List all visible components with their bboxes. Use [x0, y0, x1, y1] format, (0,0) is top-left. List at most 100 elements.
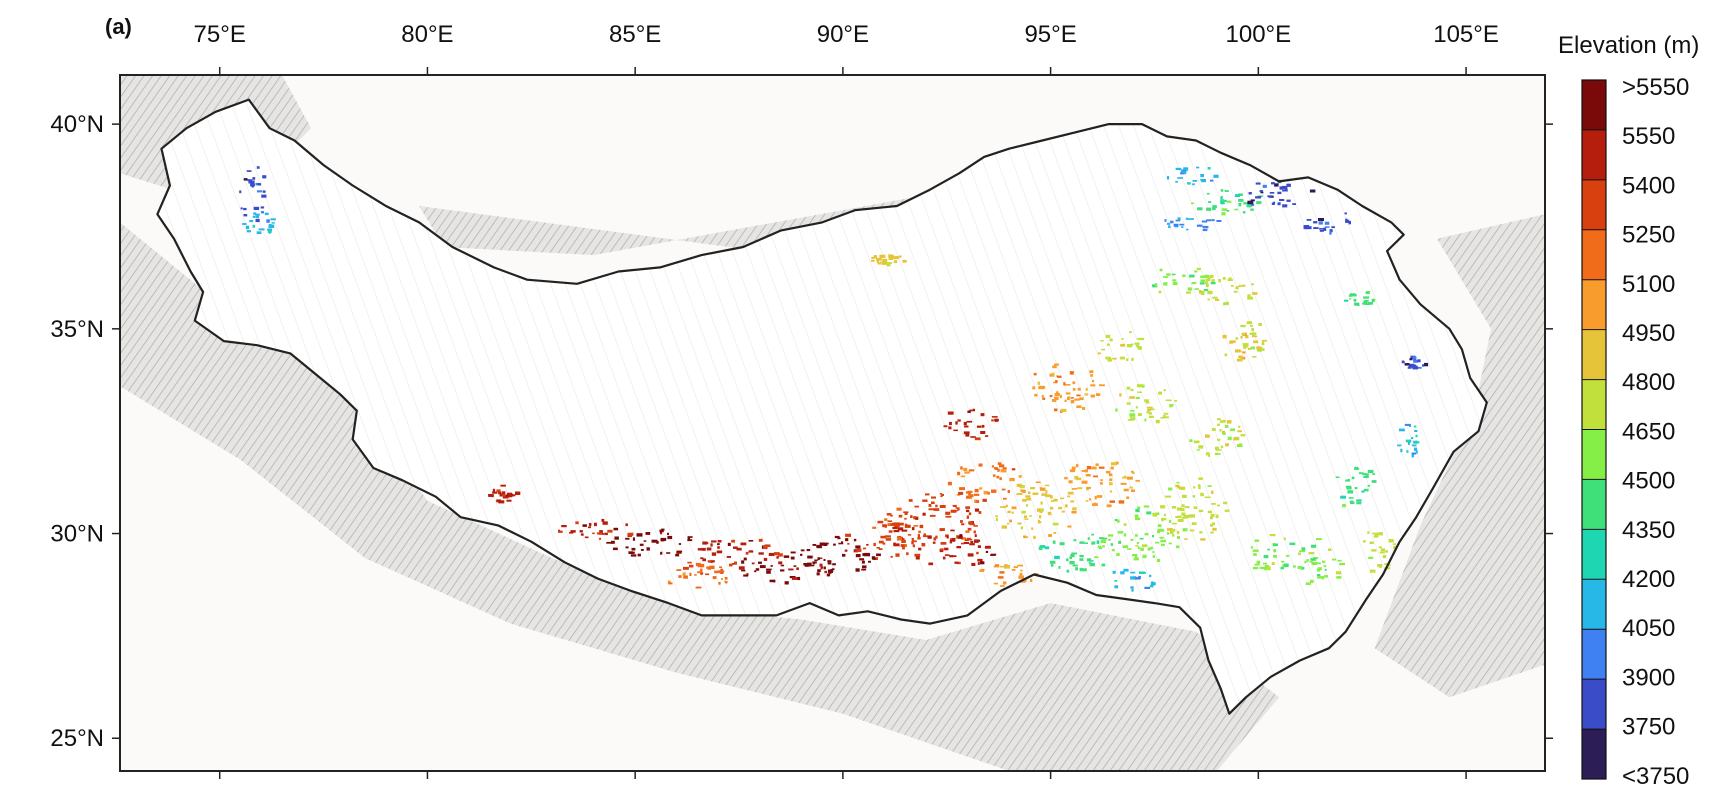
- elevation-speck: [892, 526, 897, 530]
- elevation-speck: [1344, 299, 1349, 302]
- elevation-speck: [751, 562, 755, 565]
- elevation-speck: [711, 552, 717, 556]
- elevation-speck: [1413, 361, 1418, 363]
- elevation-speck: [1247, 294, 1251, 298]
- elevation-speck: [1051, 507, 1054, 510]
- elevation-speck: [1379, 551, 1385, 554]
- elevation-speck: [1107, 343, 1110, 346]
- elevation-speck: [1140, 547, 1144, 551]
- elevation-speck: [1019, 572, 1023, 576]
- elevation-speck: [1122, 545, 1129, 549]
- elevation-speck: [965, 506, 970, 509]
- elevation-speck: [1202, 225, 1209, 229]
- elevation-speck: [879, 254, 886, 258]
- plateau-boundary-layer: [156, 98, 1488, 715]
- elevation-speck: [1174, 400, 1178, 402]
- elevation-speck: [1088, 562, 1092, 564]
- elevation-speck: [1053, 498, 1058, 502]
- elevation-speck: [1142, 554, 1147, 559]
- elevation-speck: [967, 527, 972, 531]
- elevation-speck: [660, 531, 663, 535]
- elevation-speck: [1411, 437, 1414, 439]
- elevation-speck: [968, 492, 972, 496]
- elevation-speck: [1324, 221, 1330, 225]
- elevation-speck: [506, 499, 512, 502]
- elevation-speck: [1215, 446, 1219, 451]
- longitude-axis: 75°E 80°E 85°E 90°E 95°E 100°E 105°E: [194, 21, 1499, 779]
- elevation-speck: [929, 514, 936, 517]
- elevation-speck: [1362, 540, 1366, 543]
- elevation-speck: [974, 539, 979, 543]
- elevation-speck: [1258, 323, 1262, 326]
- elevation-speck: [1166, 222, 1171, 225]
- elevation-speck: [1157, 530, 1161, 534]
- elevation-speck: [1358, 472, 1364, 475]
- elevation-speck: [506, 492, 513, 496]
- elevation-speck: [1193, 486, 1196, 489]
- elevation-speck: [702, 558, 706, 562]
- elevation-speck: [1412, 366, 1419, 370]
- elevation-speck: [1309, 189, 1316, 193]
- elevation-speck: [1229, 340, 1233, 344]
- elevation-speck: [1400, 448, 1403, 453]
- elevation-speck: [1117, 519, 1120, 523]
- elevation-speck: [1345, 219, 1350, 223]
- elevation-speck: [270, 218, 276, 221]
- elevation-speck: [966, 538, 973, 541]
- elevation-speck: [876, 547, 880, 549]
- elevation-speck: [963, 421, 967, 426]
- elevation-speck: [948, 426, 952, 430]
- elevation-speck: [796, 567, 799, 570]
- elevation-speck: [1054, 363, 1059, 366]
- elevation-speck: [1117, 531, 1124, 534]
- elevation-speck: [1180, 169, 1186, 173]
- elevation-speck: [1182, 274, 1186, 277]
- elevation-speck: [887, 523, 891, 527]
- elevation-speck: [1283, 537, 1286, 541]
- elevation-speck: [967, 553, 974, 557]
- elevation-speck: [1225, 301, 1229, 306]
- elevation-speck: [963, 542, 969, 544]
- elevation-speck: [1134, 555, 1138, 559]
- elevation-speck: [1163, 518, 1167, 521]
- elevation-speck: [1219, 420, 1226, 423]
- elevation-speck: [1054, 393, 1060, 397]
- elevation-speck: [1130, 571, 1136, 574]
- elevation-speck: [1319, 230, 1324, 232]
- elevation-speck: [842, 553, 846, 557]
- elevation-speck: [1240, 324, 1246, 328]
- elevation-speck: [260, 206, 265, 209]
- elevation-speck: [1238, 199, 1244, 202]
- elevation-speck: [1235, 286, 1239, 290]
- elevation-speck: [257, 183, 262, 186]
- elevation-speck: [891, 254, 894, 258]
- elevation-speck: [502, 496, 509, 499]
- elevation-speck: [1123, 488, 1129, 492]
- elevation-speck: [886, 263, 891, 267]
- elevation-speck: [866, 544, 869, 546]
- elevation-speck: [1097, 352, 1101, 355]
- elevation-speck: [1074, 398, 1080, 401]
- elevation-speck: [925, 493, 930, 496]
- elevation-speck: [1069, 469, 1076, 473]
- elevation-speck: [625, 523, 628, 527]
- elevation-speck: [1215, 514, 1219, 518]
- elevation-speck: [1303, 225, 1308, 230]
- elevation-speck: [1259, 190, 1264, 192]
- elevation-speck: [1058, 566, 1061, 569]
- elevation-speck: [1090, 384, 1096, 387]
- elevation-speck: [1126, 496, 1130, 499]
- elevation-speck: [1353, 302, 1360, 306]
- elevation-speck: [911, 527, 915, 531]
- elevation-speck: [1310, 579, 1314, 584]
- elevation-speck: [958, 491, 964, 495]
- elevation-speck: [714, 570, 720, 574]
- elevation-speck: [1227, 420, 1232, 424]
- elevation-speck: [1196, 224, 1203, 227]
- elevation-speck: [1130, 586, 1134, 589]
- elevation-speck: [256, 231, 262, 235]
- elevation-cluster: [488, 484, 521, 504]
- elevation-speck: [676, 569, 682, 571]
- elevation-speck: [1173, 223, 1179, 227]
- elevation-speck: [1184, 515, 1190, 518]
